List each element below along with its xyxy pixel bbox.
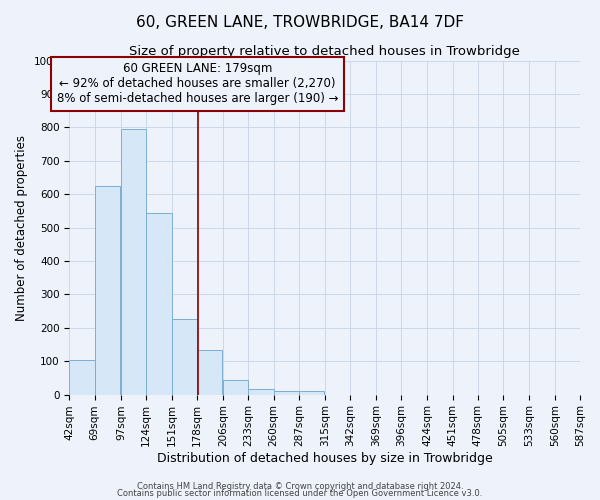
Bar	[197, 350, 222, 395]
Bar	[121, 129, 146, 394]
Bar	[299, 390, 324, 394]
Text: 60 GREEN LANE: 179sqm
← 92% of detached houses are smaller (2,270)
8% of semi-de: 60 GREEN LANE: 179sqm ← 92% of detached …	[56, 62, 338, 106]
Bar	[248, 388, 274, 394]
Bar	[172, 320, 197, 394]
Title: Size of property relative to detached houses in Trowbridge: Size of property relative to detached ho…	[129, 45, 520, 58]
Y-axis label: Number of detached properties: Number of detached properties	[15, 134, 28, 320]
Bar	[70, 360, 95, 394]
Text: 60, GREEN LANE, TROWBRIDGE, BA14 7DF: 60, GREEN LANE, TROWBRIDGE, BA14 7DF	[136, 15, 464, 30]
Bar	[95, 186, 120, 394]
X-axis label: Distribution of detached houses by size in Trowbridge: Distribution of detached houses by size …	[157, 452, 493, 465]
Bar	[146, 212, 172, 394]
Text: Contains HM Land Registry data © Crown copyright and database right 2024.: Contains HM Land Registry data © Crown c…	[137, 482, 463, 491]
Text: Contains public sector information licensed under the Open Government Licence v3: Contains public sector information licen…	[118, 489, 482, 498]
Bar	[223, 380, 248, 394]
Bar	[274, 390, 299, 394]
